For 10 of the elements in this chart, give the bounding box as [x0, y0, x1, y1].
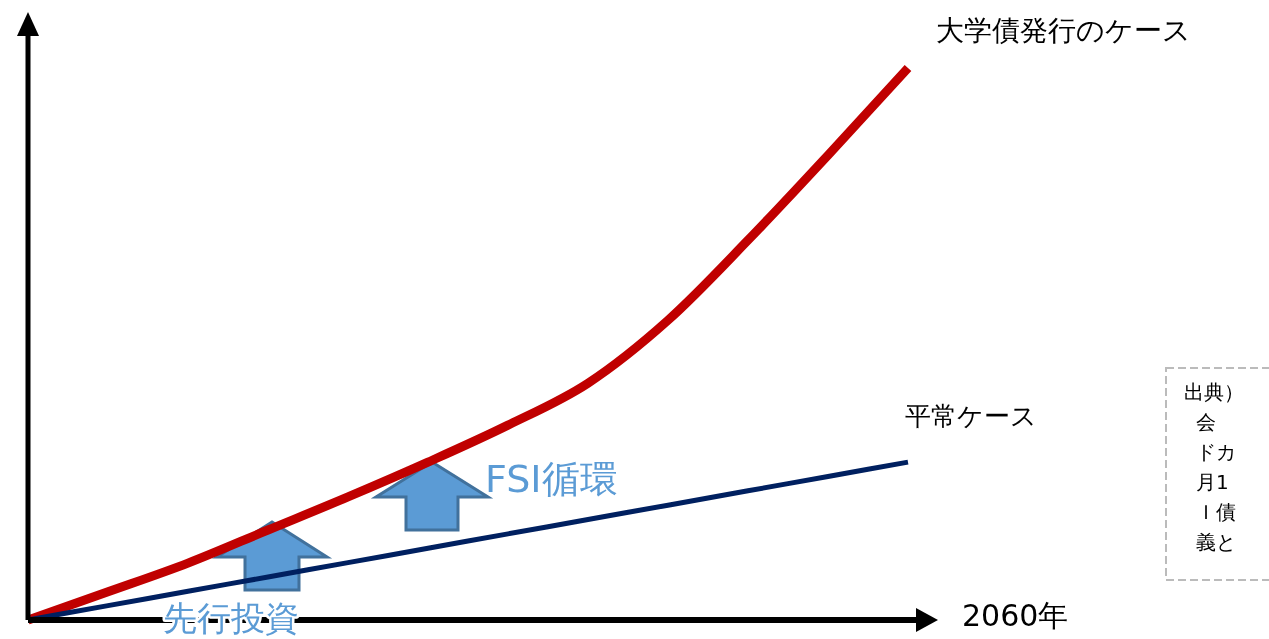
source-note: 出典）: [1184, 380, 1244, 404]
text: 月1: [1196, 470, 1229, 494]
x-axis-title: 2060年: [962, 598, 1069, 633]
text: Ｉ債: [1196, 500, 1236, 524]
text: 義と: [1196, 530, 1236, 554]
text: 会: [1196, 410, 1216, 434]
annotation: FSI循環: [485, 457, 618, 501]
text: ドカ: [1196, 440, 1236, 464]
series-label: 大学債発行のケース: [936, 14, 1191, 47]
series-label: 平常ケース: [905, 401, 1037, 431]
